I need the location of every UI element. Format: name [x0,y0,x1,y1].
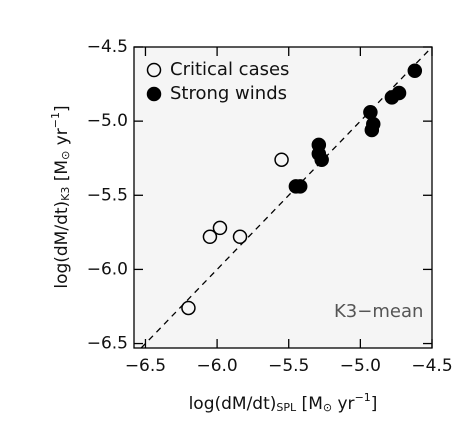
legend-label: Strong winds [170,83,287,104]
x-tick-label: −6.5 [125,356,166,376]
data-point [292,179,308,194]
y-tick-label: −4.5 [87,37,128,57]
y-axis-label: log(dM/dt)K3 [M⊙ yr−1] [49,105,72,288]
data-point [181,300,196,316]
data-point [363,104,378,120]
x-tick-label: −5.0 [340,356,381,376]
data-point [407,63,423,78]
y-tick-label: −5.0 [87,111,128,131]
data-point [212,220,228,236]
plot-frame [133,46,433,349]
x-tick-label: −6.0 [196,356,237,376]
data-point [364,122,380,138]
data-point [232,229,248,245]
data-point [314,152,329,167]
data-point [202,229,218,245]
y-tick-label: −5.5 [87,185,128,205]
one-to-one-line [140,46,433,349]
data-point [274,152,289,167]
x-tick-label: −5.5 [268,356,309,376]
legend-label: Critical cases [170,59,289,80]
y-tick-label: −6.5 [87,334,128,354]
annotation: K3−mean [334,301,423,322]
y-tick-label: −6.0 [87,259,128,279]
data-point [391,85,407,101]
legend-marker [146,62,162,78]
legend-marker [146,86,162,102]
plot-background [134,47,432,348]
x-axis-label: log(dM/dt)SPL [M⊙ yr−1] [189,391,378,414]
x-tick-label: −4.5 [411,356,452,376]
